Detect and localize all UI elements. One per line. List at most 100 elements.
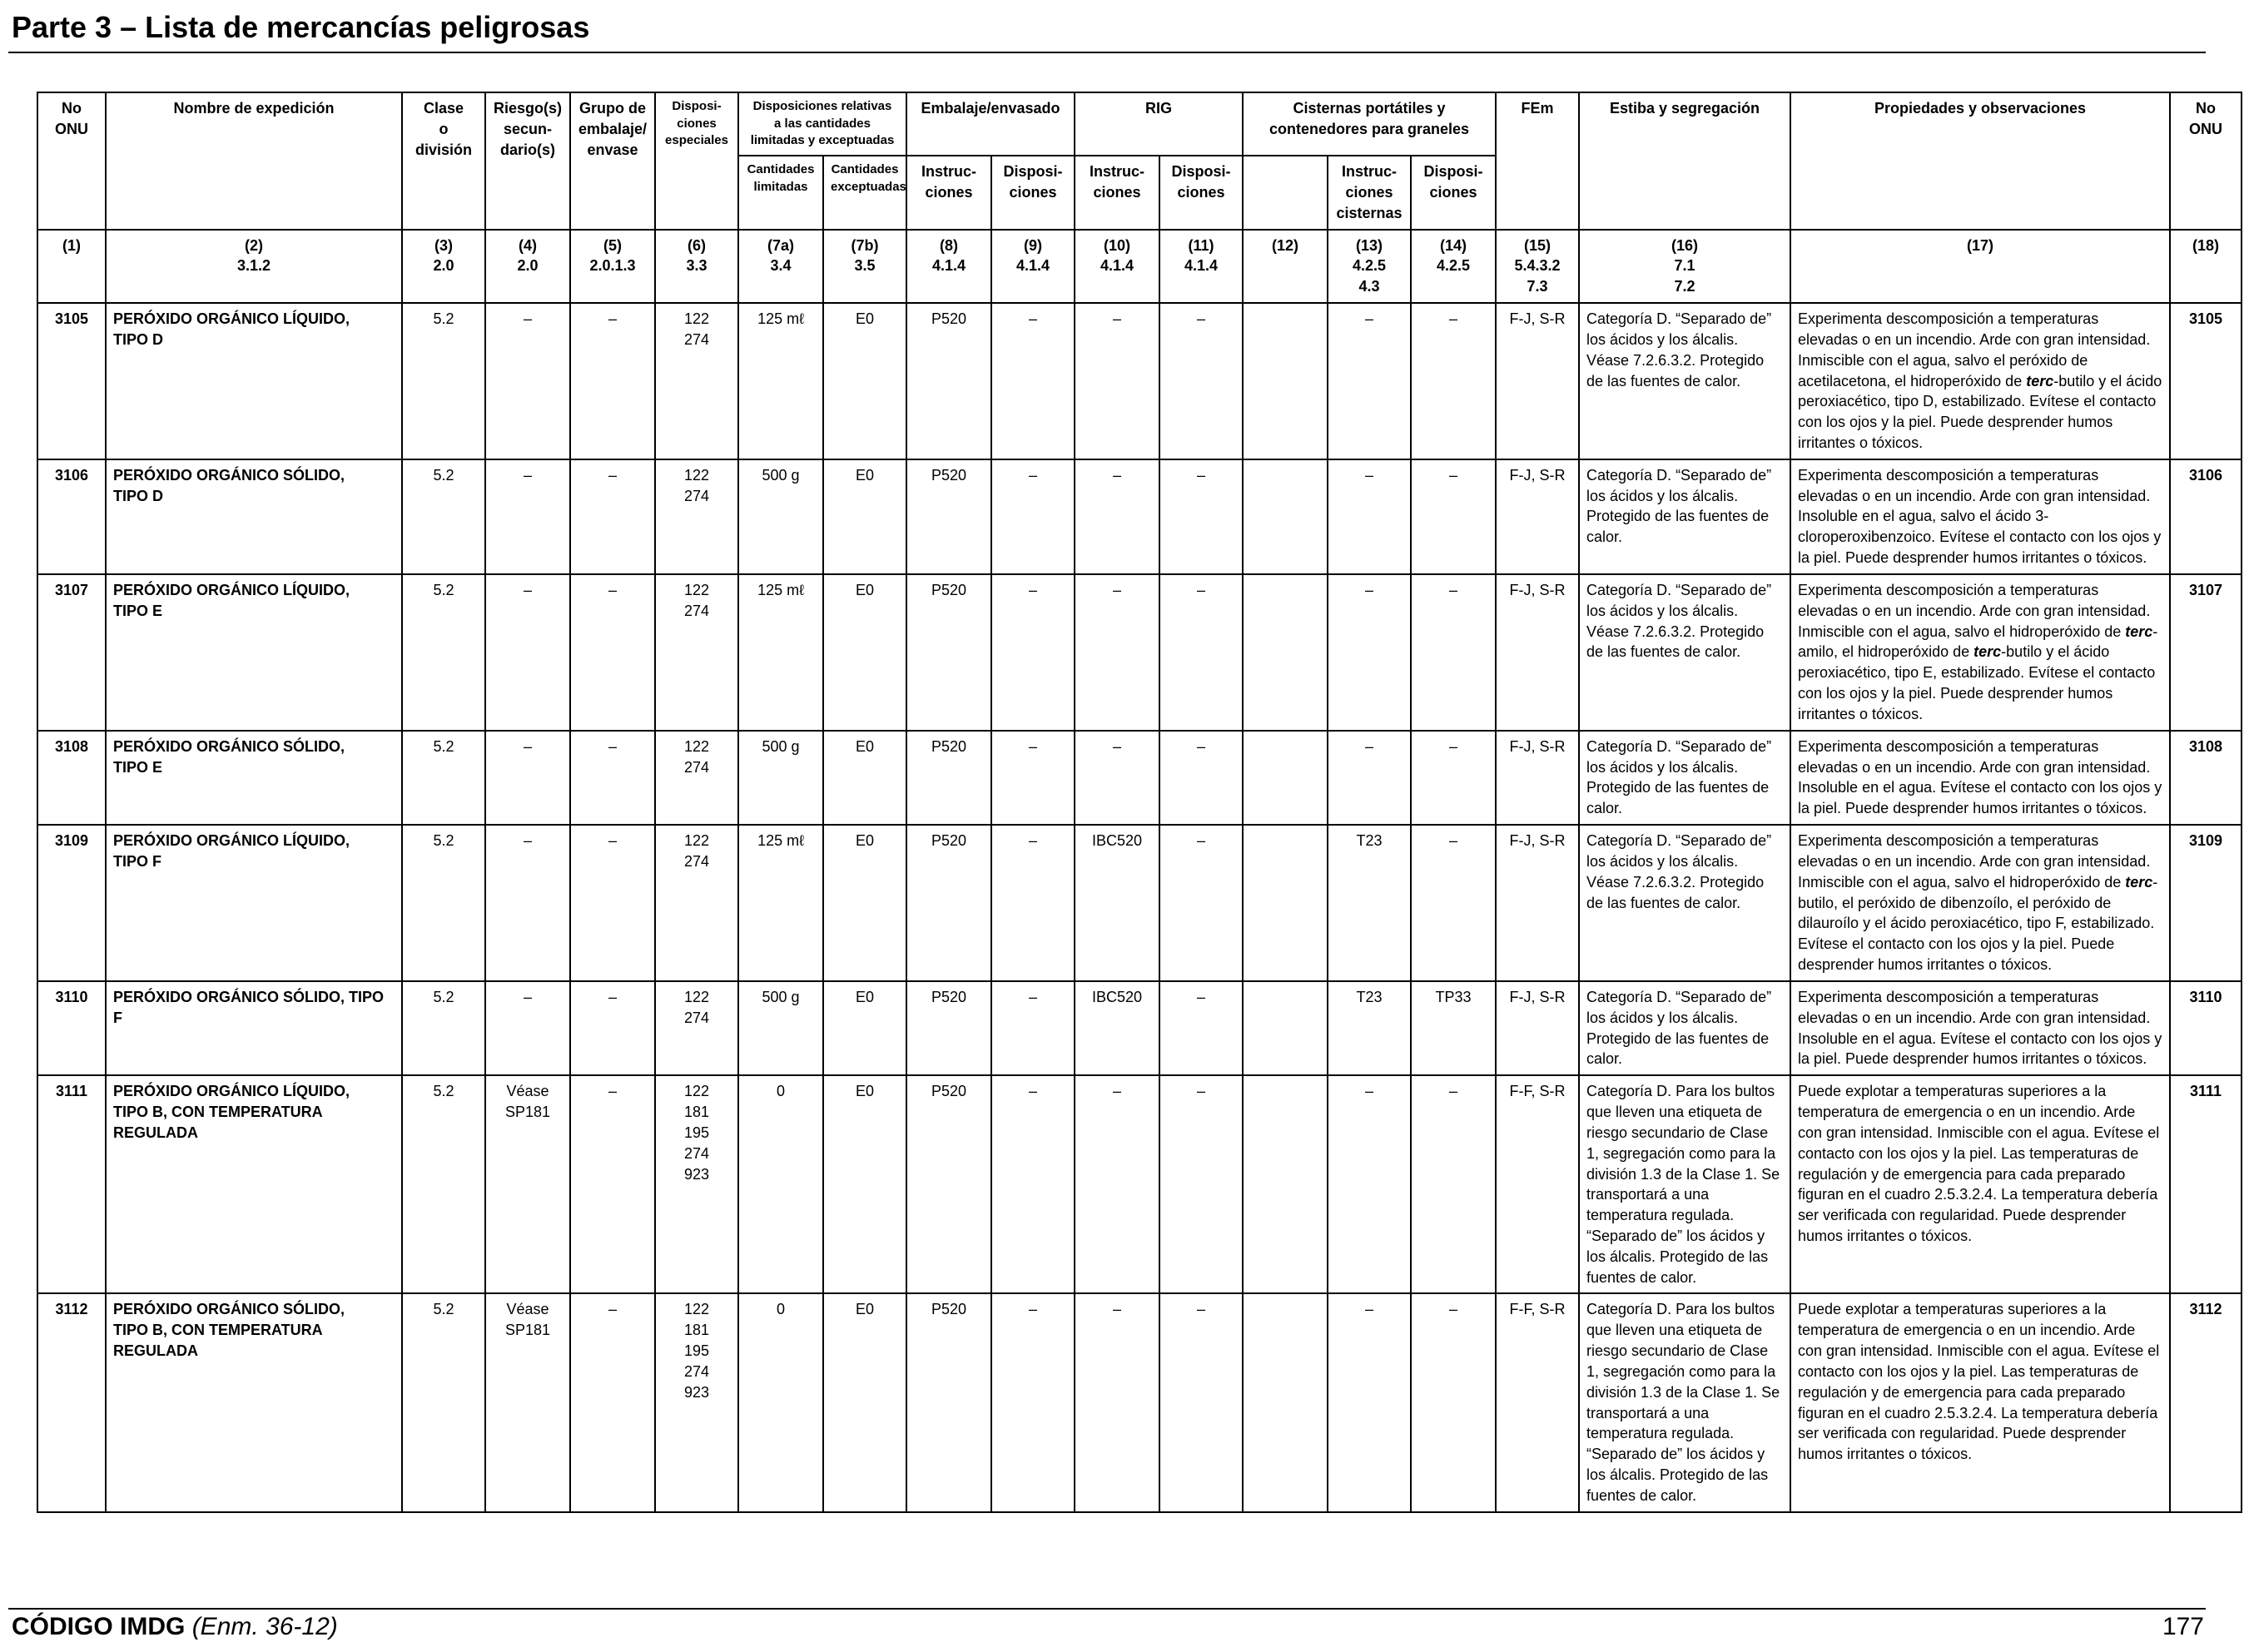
tank-provision: –: [1410, 458, 1497, 575]
packing-instruction: P520: [906, 458, 992, 575]
col12-cell: [1242, 729, 1329, 826]
packing-group: –: [569, 824, 656, 982]
properties-observations: Experimenta descomposición a temperatura…: [1790, 729, 2172, 826]
ibc-instruction: –: [1074, 458, 1160, 575]
un-number-right: 3108: [2169, 729, 2243, 826]
ibc-instruction: –: [1074, 1074, 1160, 1295]
footer-reference: CÓDIGO IMDG (Enm. 36-12): [12, 1613, 338, 1641]
shipping-name: PERÓXIDO ORGÁNICO SÓLIDO, TIPO E: [105, 729, 403, 826]
tank-provision: –: [1410, 1292, 1497, 1513]
tank-provision: –: [1410, 1074, 1497, 1295]
header-fem: FEm: [1495, 92, 1581, 231]
packing-instruction: P520: [906, 1292, 992, 1513]
un-number: 3109: [37, 824, 107, 982]
special-provisions: 122 274: [654, 824, 739, 982]
header-rig: RIG: [1073, 91, 1244, 157]
properties-text: -butilo, el peróxido de dibenzoílo, el p…: [1798, 873, 2158, 974]
table-row: 3105 PERÓXIDO ORGÁNICO LÍQUIDO, TIPO D 5…: [37, 302, 2243, 460]
column-number: (3) 2.0: [401, 228, 486, 305]
packing-instruction: P520: [906, 824, 992, 982]
un-number: 3110: [37, 980, 107, 1077]
special-provisions: 122 274: [654, 458, 739, 575]
header-rig-disposiciones: Disposi- ciones: [1158, 155, 1244, 231]
un-number: 3105: [37, 302, 107, 460]
class-division: 5.2: [401, 458, 486, 575]
excepted-quantity: E0: [822, 302, 907, 460]
un-number: 3107: [37, 573, 107, 732]
limited-quantity: 125 mℓ: [737, 302, 824, 460]
header-estiba: Estiba y segregación: [1578, 92, 1792, 231]
un-number-right: 3106: [2169, 458, 2243, 575]
packing-group: –: [569, 1074, 656, 1295]
ems: F-F, S-R: [1495, 1292, 1581, 1513]
column-number: (10) 4.1.4: [1074, 228, 1160, 305]
page-title: Parte 3 – Lista de mercancías peligrosas: [12, 10, 590, 44]
shipping-name: PERÓXIDO ORGÁNICO SÓLIDO, TIPO F: [105, 980, 403, 1077]
col12-cell: [1242, 458, 1329, 575]
ibc-instruction: –: [1074, 573, 1160, 732]
excepted-quantity: E0: [822, 824, 907, 982]
limited-quantity: 125 mℓ: [737, 824, 824, 982]
stowage-segregation: Categoría D. Para los bultos que lleven …: [1578, 1292, 1792, 1513]
tank-provision: –: [1410, 824, 1497, 982]
excepted-quantity: E0: [822, 573, 907, 732]
properties-observations: Puede explotar a temperaturas superiores…: [1790, 1292, 2172, 1513]
special-provisions: 122 274: [654, 302, 739, 460]
class-division: 5.2: [401, 302, 486, 460]
packing-instruction: P520: [906, 980, 992, 1077]
packing-instruction: P520: [906, 573, 992, 732]
tank-instruction: –: [1327, 1074, 1412, 1295]
special-provisions: 122 274: [654, 980, 739, 1077]
excepted-quantity: E0: [822, 1074, 907, 1295]
limited-quantity: 0: [737, 1292, 824, 1513]
footer-divider: [8, 1608, 2206, 1610]
ibc-provision: –: [1158, 573, 1244, 732]
ibc-instruction: –: [1074, 729, 1160, 826]
subsidiary-risk: –: [484, 824, 571, 982]
column-number: (4) 2.0: [484, 228, 571, 305]
properties-observations: Experimenta descomposición a temperatura…: [1790, 573, 2172, 732]
class-division: 5.2: [401, 824, 486, 982]
tank-provision: –: [1410, 729, 1497, 826]
ibc-provision: –: [1158, 1292, 1244, 1513]
ems: F-J, S-R: [1495, 729, 1581, 826]
properties-text: -butilo y el ácido peroxiacético, tipo E…: [1798, 643, 2156, 722]
ibc-provision: –: [1158, 458, 1244, 575]
column-number: (12): [1242, 228, 1329, 305]
packing-provision: –: [990, 458, 1075, 575]
tank-provision: TP33: [1410, 980, 1497, 1077]
stowage-segregation: Categoría D. “Separado de” los ácidos y …: [1578, 302, 1792, 460]
un-number-right: 3105: [2169, 302, 2243, 460]
packing-instruction: P520: [906, 302, 992, 460]
packing-group: –: [569, 729, 656, 826]
page-number: 177: [2162, 1613, 2204, 1640]
excepted-quantity: E0: [822, 458, 907, 575]
un-number-right: 3107: [2169, 573, 2243, 732]
un-number-right: 3109: [2169, 824, 2243, 982]
col12-cell: [1242, 980, 1329, 1077]
packing-group: –: [569, 302, 656, 460]
ems: F-J, S-R: [1495, 980, 1581, 1077]
header-embalaje-instrucciones: Instruc- ciones: [906, 155, 992, 231]
ems: F-J, S-R: [1495, 824, 1581, 982]
ibc-provision: –: [1158, 1074, 1244, 1295]
properties-observations: Experimenta descomposición a temperatura…: [1790, 980, 2172, 1077]
header-disposiciones-cantidades: Disposiciones relativas a las cantidades…: [737, 91, 907, 157]
properties-emphasis: terc: [2026, 372, 2054, 389]
shipping-name: PERÓXIDO ORGÁNICO LÍQUIDO, TIPO E: [105, 573, 403, 732]
excepted-quantity: E0: [822, 980, 907, 1077]
class-division: 5.2: [401, 729, 486, 826]
ems: F-J, S-R: [1495, 302, 1581, 460]
excepted-quantity: E0: [822, 729, 907, 826]
header-no-onu-right: No ONU: [2169, 92, 2243, 231]
footer-code: CÓDIGO IMDG: [12, 1613, 186, 1640]
packing-group: –: [569, 980, 656, 1077]
limited-quantity: 0: [737, 1074, 824, 1295]
special-provisions: 122 181 195 274 923: [654, 1292, 739, 1513]
column-number: (15) 5.4.3.2 7.3: [1495, 228, 1581, 305]
ibc-provision: –: [1158, 729, 1244, 826]
table-row: 3111 PERÓXIDO ORGÁNICO LÍQUIDO, TIPO B, …: [37, 1074, 2243, 1295]
header-no-onu: No ONU: [37, 92, 107, 231]
ibc-provision: –: [1158, 302, 1244, 460]
special-provisions: 122 274: [654, 729, 739, 826]
